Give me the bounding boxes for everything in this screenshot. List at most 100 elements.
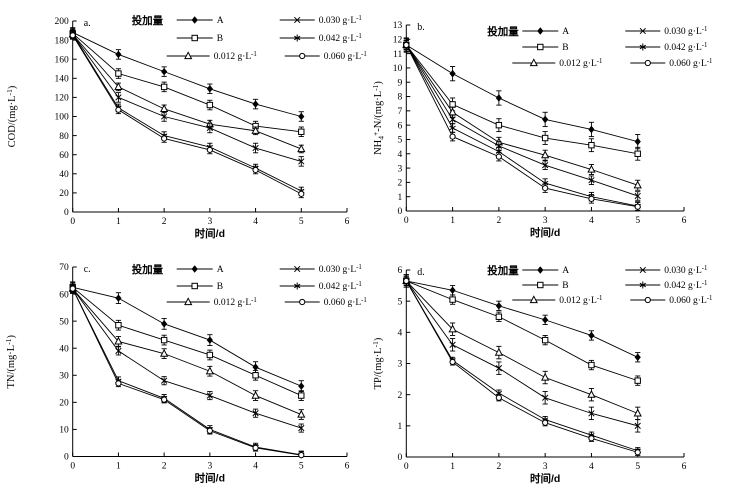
x-axis-label: 时间/d	[530, 226, 560, 239]
y-axis-label: COD/(mg·L-1)	[5, 85, 18, 147]
marker-x-cross	[634, 192, 641, 200]
x-tick-label: 3	[207, 217, 212, 227]
legend-label: 0.060 g·L-1	[324, 51, 367, 62]
marker-triangle-open	[541, 372, 550, 381]
marker-triangle-open	[205, 366, 214, 375]
marker-diamond-filled	[542, 316, 549, 324]
marker-circle-open	[495, 394, 502, 401]
x-tick-label: 5	[635, 462, 640, 472]
legend-entry-x-cross: 0.030 g·L-1	[625, 265, 707, 276]
legend-label: 0.060 g·L-1	[669, 295, 712, 306]
marker-x-cross	[588, 410, 595, 417]
marker-x-cross	[206, 124, 214, 132]
marker-square-open	[115, 322, 122, 329]
x-tick-label: 5	[299, 217, 304, 227]
marker-triangle-open	[160, 348, 169, 357]
marker-asterisk	[294, 34, 301, 42]
legend-label: 0.042 g·L-1	[664, 280, 707, 291]
marker-circle-open	[161, 135, 168, 142]
y-tick-label: 2	[398, 391, 403, 401]
marker-diamond-filled	[252, 100, 259, 108]
y-tick-label: 0	[64, 453, 69, 463]
marker-circle-open	[115, 106, 122, 113]
series-x-cross	[403, 274, 641, 433]
legend-label: 0.030 g·L-1	[664, 265, 707, 276]
series-triangle-open	[402, 274, 642, 421]
y-tick-label: 10	[59, 426, 69, 436]
legend-label: 0.042 g·L-1	[319, 33, 362, 44]
legend-label: 0.030 g·L-1	[664, 26, 707, 37]
x-tick-label: 0	[404, 216, 409, 226]
marker-x-cross	[252, 144, 259, 152]
marker-triangle-open	[529, 295, 538, 304]
legend-label: A	[217, 265, 224, 275]
marker-diamond-filled	[588, 331, 595, 340]
marker-square-open	[634, 377, 641, 384]
marker-triangle-open	[114, 336, 123, 345]
marker-diamond-filled	[206, 336, 213, 344]
legend-label: B	[217, 34, 223, 44]
marker-circle-open	[206, 146, 213, 154]
marker-triangle-open	[529, 58, 538, 67]
x-tick-label: 3	[543, 216, 548, 226]
x-tick-label: 0	[70, 462, 75, 472]
marker-diamond-filled	[495, 94, 502, 102]
marker-triangle-open	[587, 389, 596, 398]
y-tick-label: 11	[393, 50, 402, 60]
legend-entry-asterisk: 0.042 g·L-1	[279, 281, 362, 292]
marker-diamond-filled	[449, 286, 456, 295]
y-tick-label: 20	[59, 189, 69, 199]
legend-entry-square-open: B	[522, 43, 569, 53]
legend-entry-diamond-filled: A	[522, 27, 569, 37]
marker-circle-open	[299, 52, 306, 60]
marker-square-open	[537, 43, 544, 51]
marker-x-cross	[541, 394, 549, 401]
legend-entry-x-cross: 0.030 g·L-1	[625, 26, 707, 37]
marker-triangle-open	[633, 408, 642, 417]
marker-x-cross	[115, 347, 122, 355]
marker-triangle-open	[184, 51, 193, 60]
marker-x-cross	[588, 177, 595, 184]
marker-square-open	[588, 361, 595, 369]
marker-triangle-open	[494, 347, 503, 356]
legend-entry-triangle-open: 0.012 g·L-1	[166, 297, 257, 308]
x-tick-label: 6	[682, 462, 687, 472]
x-tick-label: 3	[207, 462, 212, 472]
marker-triangle-open	[251, 390, 260, 399]
marker-diamond-filled	[634, 137, 641, 146]
legend-label: 0.012 g·L-1	[559, 58, 602, 69]
series-square-open	[69, 28, 305, 138]
marker-triangle-open	[297, 409, 306, 418]
x-tick-label: 0	[404, 462, 409, 472]
marker-circle-open	[161, 396, 168, 403]
marker-triangle-open	[160, 104, 169, 112]
y-tick-label: 200	[54, 17, 69, 27]
marker-square-open	[541, 134, 549, 142]
legend-title: 投加量	[487, 264, 519, 277]
legend: 投加量 A 0.030 g·L-1 B 0.042 g·L-1 0.012 g·L-1 0.…	[487, 264, 712, 306]
x-tick-label: 6	[345, 217, 350, 227]
marker-asterisk	[294, 282, 301, 290]
y-tick-label: 30	[59, 371, 69, 381]
y-tick-label: 0	[398, 453, 403, 463]
marker-triangle-open	[184, 297, 193, 306]
marker-diamond-filled	[298, 382, 305, 390]
y-tick-label: 1	[398, 193, 403, 203]
x-tick-label: 5	[299, 462, 304, 472]
x-tick-label: 1	[116, 462, 121, 472]
marker-triangle-open	[633, 180, 642, 189]
marker-x-cross	[206, 392, 214, 399]
marker-x-cross	[294, 16, 301, 24]
marker-x-cross	[541, 162, 549, 169]
series-diamond-filled	[403, 37, 641, 150]
marker-circle-open	[206, 427, 213, 434]
x-tick-label: 1	[450, 216, 455, 226]
series-circle-open	[403, 40, 641, 212]
marker-x-cross	[115, 94, 122, 101]
legend-label: 0.030 g·L-1	[319, 264, 362, 275]
legend-entry-circle-open: 0.060 g·L-1	[630, 58, 712, 69]
